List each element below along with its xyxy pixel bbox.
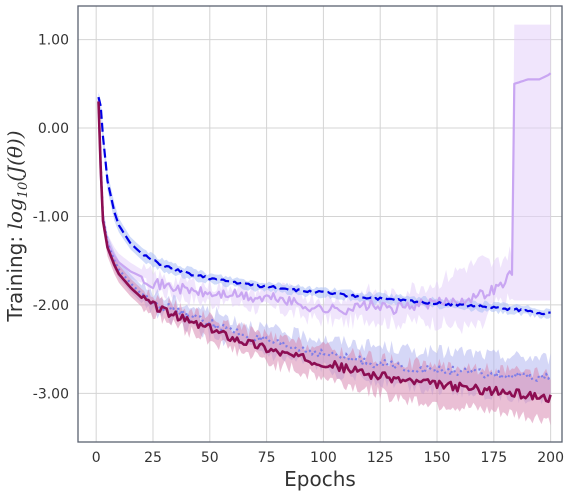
x-tick-label: 125 xyxy=(367,450,394,466)
x-tick-labels: 0 25 50 75 100 125 150 175 200 xyxy=(92,450,564,466)
y-tick-label: -2.00 xyxy=(33,298,69,314)
y-tick-label: -1.00 xyxy=(33,209,69,225)
plot-frame xyxy=(77,5,563,443)
x-tick-label: 200 xyxy=(537,450,564,466)
y-tick-label: 0.00 xyxy=(38,121,69,137)
y-axis-title-body: (J(θ)) xyxy=(3,130,27,181)
x-tick-label: 75 xyxy=(258,450,276,466)
y-axis-title: Training: log10(J(θ)) xyxy=(3,130,31,322)
series-line xyxy=(97,72,552,316)
x-axis-title: Epochs xyxy=(284,467,356,491)
y-tick-label: 1.00 xyxy=(38,33,69,49)
y-axis-title-log: log xyxy=(3,198,27,229)
x-tick-label: 100 xyxy=(310,450,337,466)
y-tick-label: -3.00 xyxy=(33,386,69,402)
x-tick-label: 150 xyxy=(424,450,451,466)
y-axis-title-prefix: Training: xyxy=(3,230,27,323)
y-axis-title-base: 10 xyxy=(16,182,31,199)
grid xyxy=(78,6,562,442)
series-line xyxy=(97,101,552,382)
x-tick-label: 175 xyxy=(480,450,507,466)
x-tick-label: 50 xyxy=(201,450,219,466)
x-tick-label: 0 xyxy=(92,450,101,466)
series-lines xyxy=(97,72,552,404)
y-tick-labels: 1.00 0.00 -1.00 -2.00 -3.00 xyxy=(33,33,69,403)
series-line xyxy=(97,101,552,404)
x-tick-label: 25 xyxy=(144,450,162,466)
